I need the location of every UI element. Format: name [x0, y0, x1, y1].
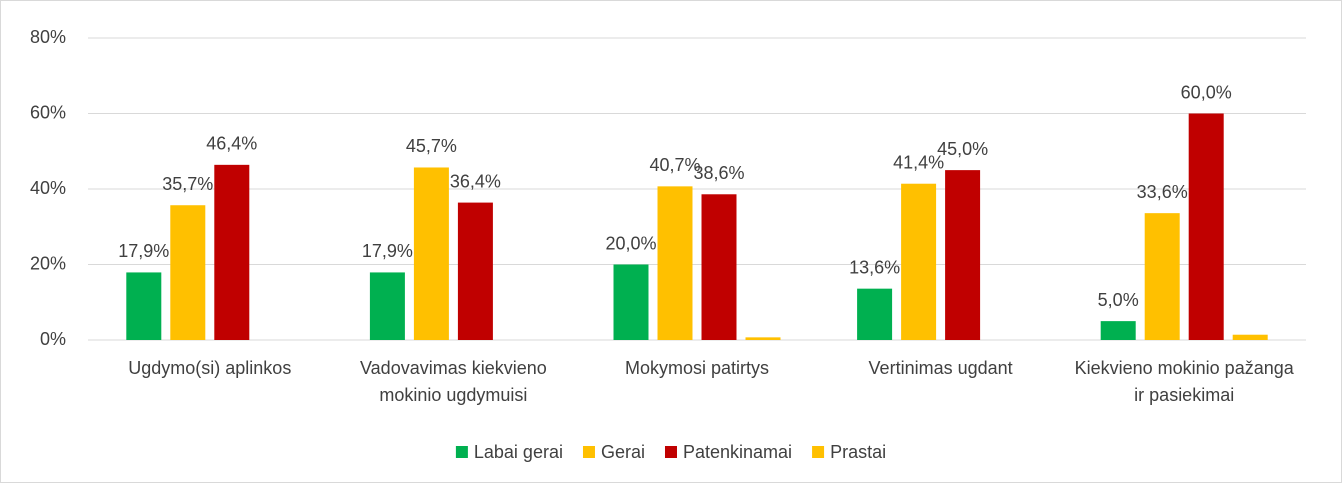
y-tick-label: 60%: [30, 102, 66, 122]
bar: [369, 272, 405, 340]
y-tick-label: 0%: [40, 329, 66, 349]
y-tick-label: 40%: [30, 178, 66, 198]
legend-label: Gerai: [601, 442, 645, 462]
data-label: 13,6%: [849, 257, 900, 277]
x-tick-label: Kiekvieno mokinio pažanga ir pasiekimai: [1074, 358, 1294, 405]
x-tick-label: Vadovavimas kiekvieno mokinio ugdymuisi: [360, 358, 547, 405]
data-label: 17,9%: [118, 241, 169, 261]
legend-label: Prastai: [830, 442, 886, 462]
bar: [701, 194, 737, 340]
data-label: 41,4%: [893, 152, 944, 172]
legend-label: Labai gerai: [474, 442, 563, 462]
bar: [170, 205, 206, 340]
data-label: 5,0%: [1098, 290, 1139, 310]
legend-swatch: [664, 446, 677, 458]
bar: [214, 164, 250, 340]
bar: [857, 288, 893, 340]
legend-swatch: [812, 446, 825, 458]
bar: [457, 202, 493, 340]
bar: [613, 264, 649, 340]
bar: [1232, 334, 1268, 340]
bar: [901, 183, 937, 340]
data-label: 17,9%: [362, 241, 413, 261]
x-tick-label: Vertinimas ugdant: [868, 358, 1013, 378]
legend-label: Patenkinamai: [683, 442, 792, 462]
data-label: 40,7%: [649, 155, 700, 175]
y-tick-label: 20%: [30, 253, 66, 273]
bar: [126, 272, 162, 340]
y-tick-label: 80%: [30, 27, 66, 47]
legend-swatch: [582, 446, 595, 458]
legend-swatch: [455, 446, 468, 458]
bar: [945, 170, 981, 340]
bar: [1100, 321, 1136, 340]
data-label: 20,0%: [605, 233, 656, 253]
data-label: 46,4%: [206, 134, 257, 154]
data-label: 38,6%: [693, 163, 744, 183]
bar: [745, 337, 781, 340]
data-label: 60,0%: [1181, 82, 1232, 102]
data-label: 45,0%: [937, 139, 988, 159]
bar: [1188, 113, 1224, 340]
bar: [657, 186, 693, 340]
data-label: 35,7%: [162, 174, 213, 194]
bar: [1144, 213, 1180, 340]
x-tick-label: Ugdymo(si) aplinkos: [128, 358, 292, 378]
bar: [413, 167, 449, 340]
data-label: 33,6%: [1137, 182, 1188, 202]
x-tick-label: Mokymosi patirtys: [624, 358, 770, 378]
data-label: 36,4%: [450, 171, 501, 191]
data-label: 45,7%: [406, 136, 457, 156]
